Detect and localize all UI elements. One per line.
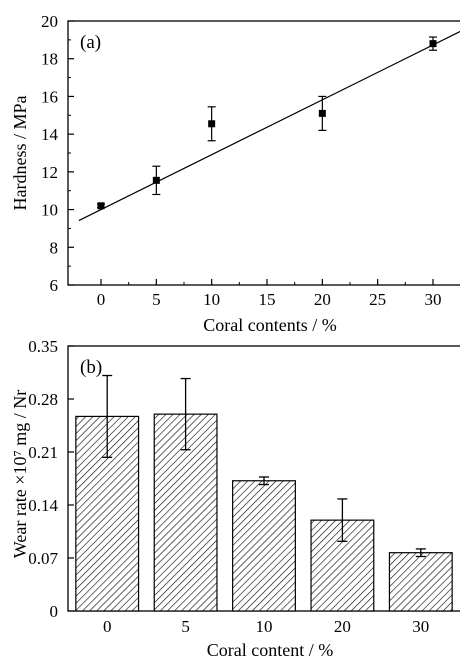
x-tick-label-b: 5: [181, 617, 190, 636]
data-points: [97, 36, 437, 210]
fit-line: [78, 30, 460, 222]
y-tick-label-a: 20: [41, 12, 58, 31]
y-tick-label-a: 18: [41, 50, 58, 69]
panel-label-b: (b): [80, 357, 102, 378]
bar: [232, 480, 296, 612]
x-tick-label-a: 20: [314, 290, 331, 309]
data-point: [429, 40, 437, 48]
x-tick-label-a: 0: [97, 290, 106, 309]
y-tick-label-b: 0.35: [28, 337, 58, 356]
ticks-a: 0 5 10 15 20 25 30 6 8 10 12 14 16 18 20: [41, 12, 442, 309]
x-tick-label-a: 15: [259, 290, 276, 309]
x-tick-label-a: 10: [203, 290, 220, 309]
panel-label-a: (a): [80, 32, 101, 53]
y-tick-label-a: 12: [41, 163, 58, 182]
x-tick-label-b: 30: [412, 617, 429, 636]
data-point: [97, 202, 105, 210]
x-axis-title-b: Coral content / %: [207, 640, 333, 660]
y-tick-label-b: 0.21: [28, 443, 58, 462]
y-tick-label-a: 8: [50, 238, 59, 257]
x-tick-label-a: 5: [152, 290, 161, 309]
y-tick-label-a: 10: [41, 201, 58, 220]
x-axis-title-a: Coral contents / %: [203, 315, 336, 335]
y-tick-label-b: 0.14: [28, 496, 58, 515]
y-tick-label-a: 6: [50, 276, 59, 295]
fit-line-path: [78, 30, 460, 222]
data-point: [152, 176, 160, 184]
x-tick-label-a: 30: [425, 290, 442, 309]
bars: [75, 374, 453, 612]
ticks-b: 0 0.07 0.14 0.21 0.28 0.35 0 5 10 20 30: [28, 337, 429, 636]
y-tick-label-b: 0.28: [28, 390, 58, 409]
data-point: [318, 109, 326, 117]
y-tick-label-a: 14: [41, 125, 59, 144]
wear-rate-chart: (b) 0 0.07 0.14 0.21 0.28 0.35 0 5 10 20 30 Coral …: [10, 337, 460, 660]
y-tick-label-b: 0: [50, 602, 59, 621]
y-tick-label-b: 0.07: [28, 549, 58, 568]
x-tick-label-a: 25: [369, 290, 386, 309]
y-axis-title-a: Hardness / MPa: [10, 96, 30, 211]
x-tick-label-b: 10: [256, 617, 273, 636]
data-point: [208, 120, 216, 128]
y-axis-title-b: Wear rate ×10⁷ mg / Nr: [10, 390, 30, 558]
y-tick-label-a: 16: [41, 87, 58, 106]
hardness-chart: (a) 0 5 10 15 20 25 30 6 8 10 12 14 16 18 20 Coral con…: [10, 12, 460, 335]
x-tick-label-b: 0: [103, 617, 112, 636]
bar: [388, 552, 453, 612]
x-tick-label-b: 20: [334, 617, 351, 636]
